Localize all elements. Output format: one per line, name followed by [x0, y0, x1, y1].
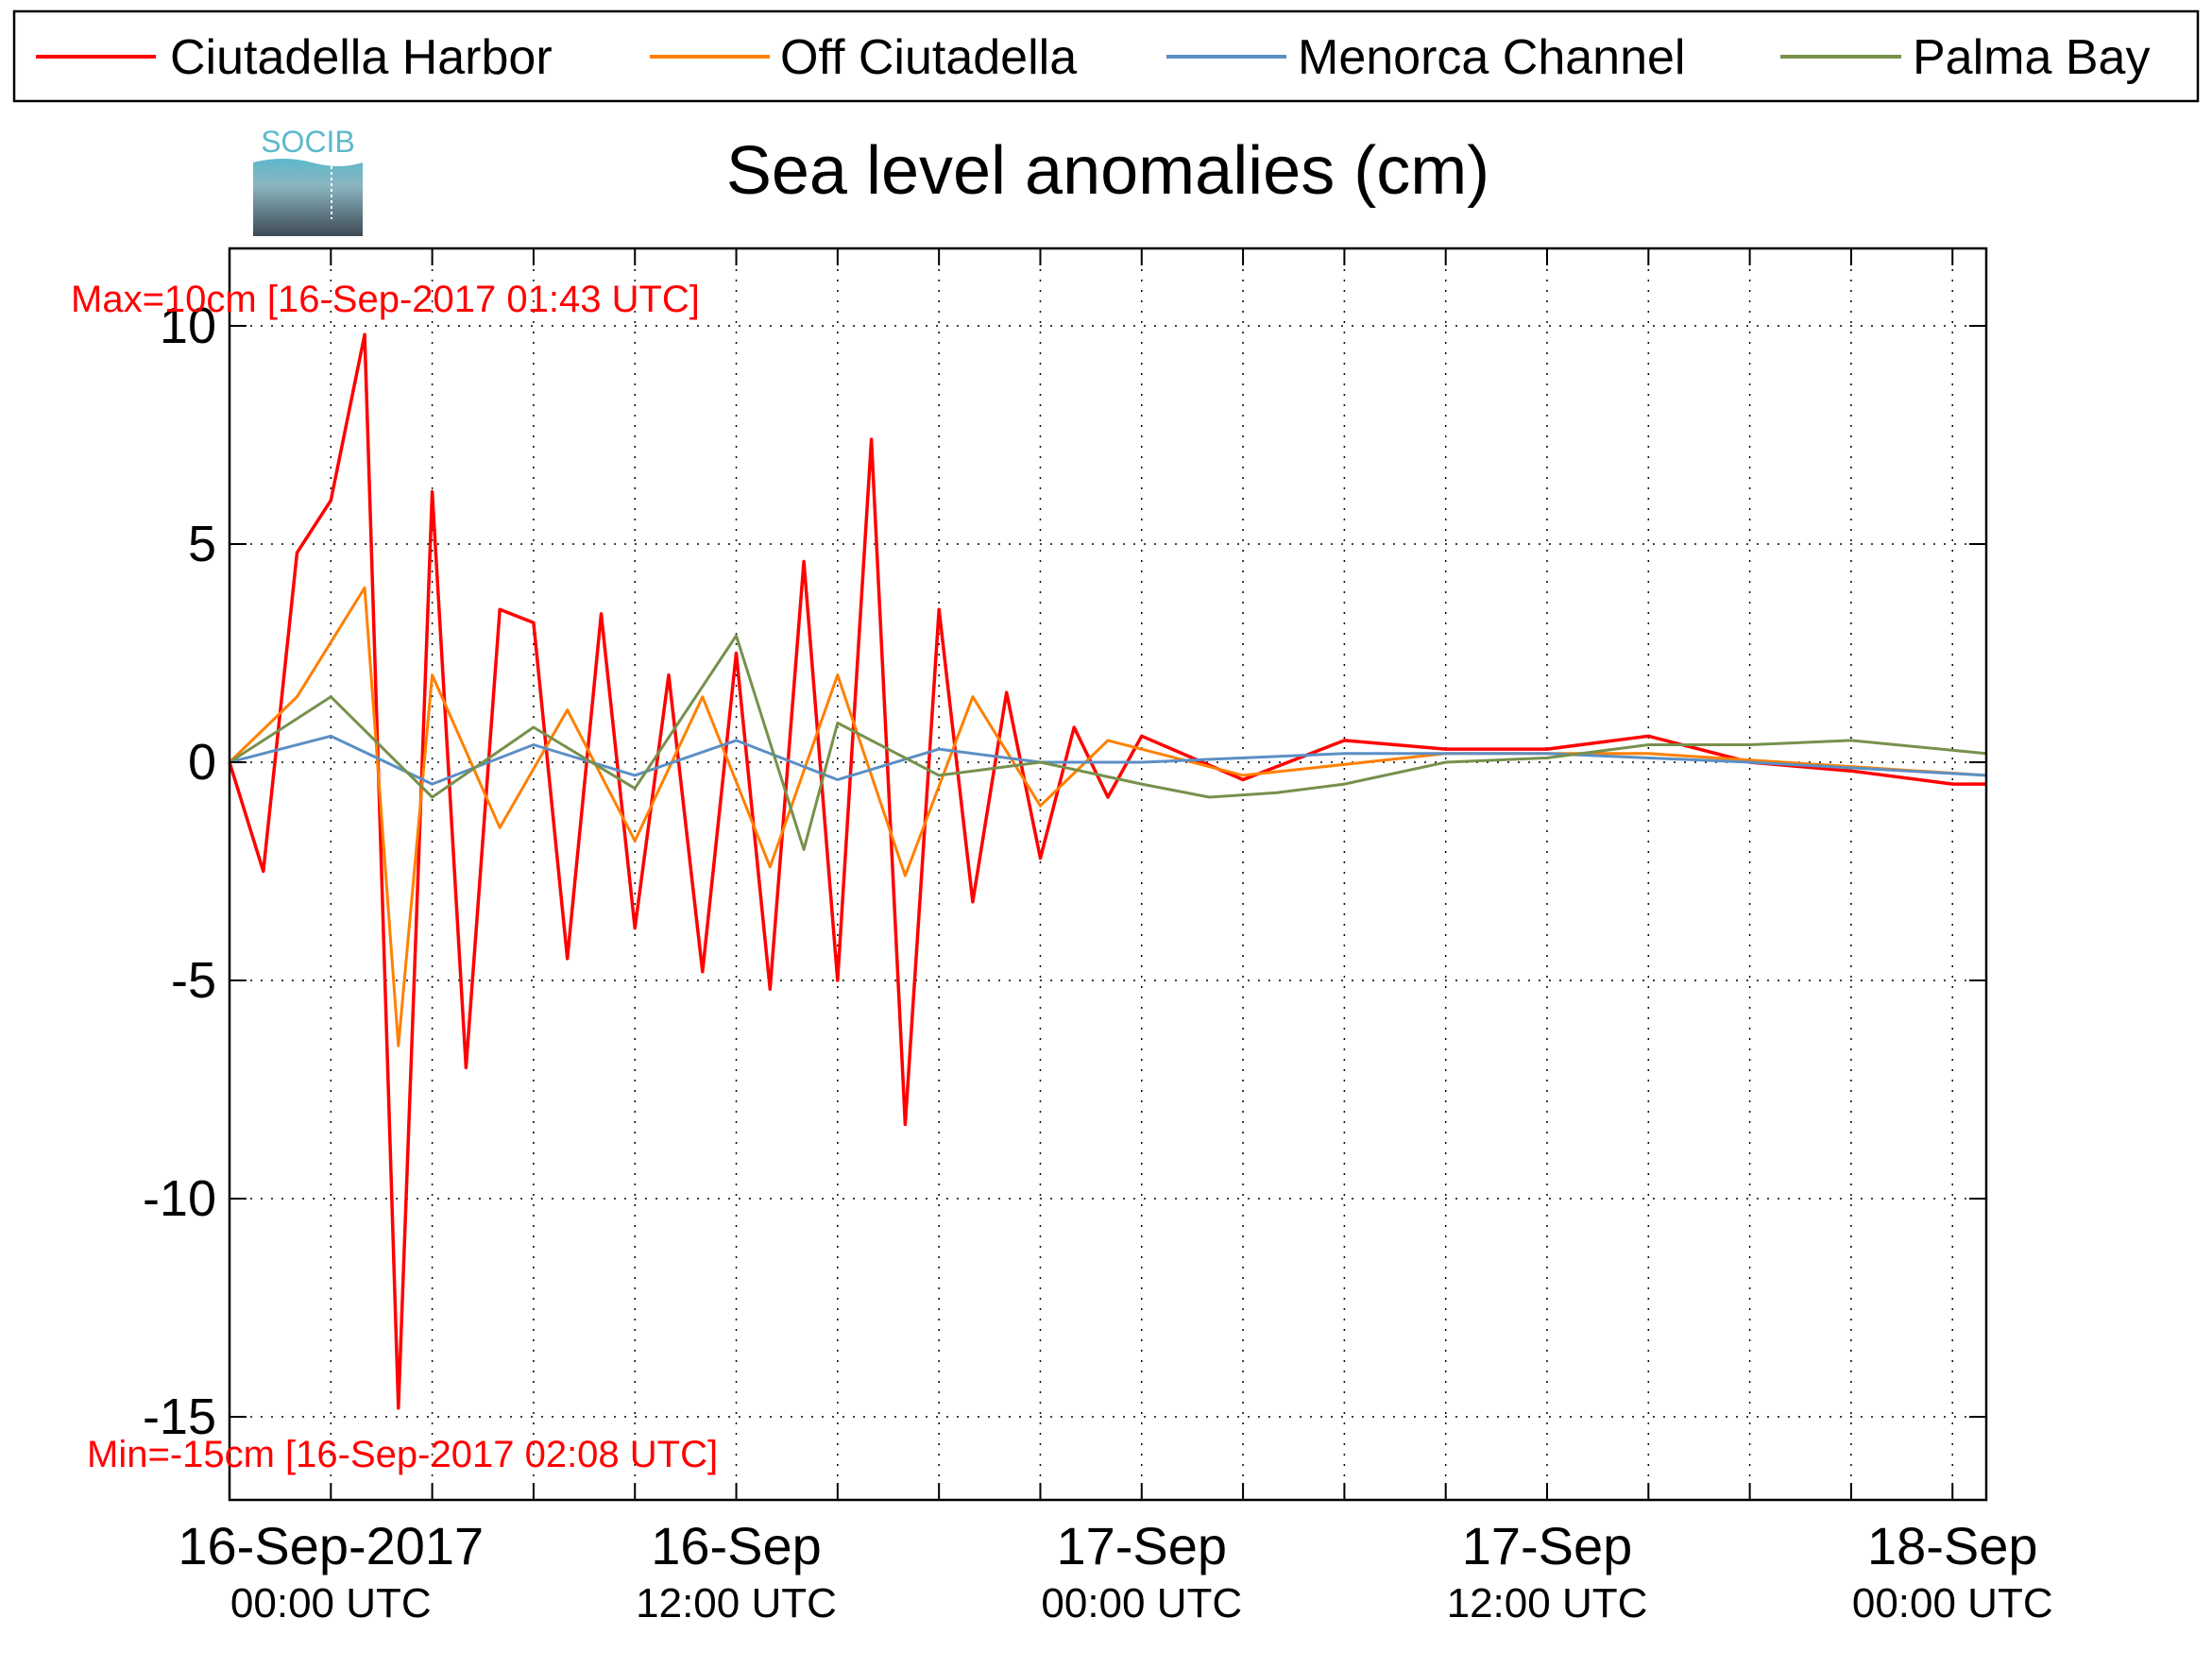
plot-area-frame	[228, 247, 1988, 1502]
y-tick-labels: 10 5 0 -5 -10 -15	[143, 298, 216, 1445]
series-layer	[228, 332, 1987, 1410]
y-tick-label: 0	[188, 734, 216, 791]
series-line-menorca-channel	[229, 734, 1987, 786]
grid	[230, 248, 1986, 1500]
x-tick-label-date: 16-Sep-2017	[178, 1516, 484, 1575]
x-tick-label-date: 17-Sep	[1462, 1516, 1633, 1575]
x-tick-label-date: 17-Sep	[1056, 1516, 1227, 1575]
x-tick-label-date: 18-Sep	[1867, 1516, 2038, 1575]
series-line-off-ciutadella	[228, 586, 1987, 1047]
y-tick-label: -15	[143, 1388, 216, 1445]
legend-label-palma-bay: Palma Bay	[1913, 30, 2150, 85]
legend-label-ciutadella-harbor: Ciutadella Harbor	[170, 30, 553, 85]
x-tick-label-time: 12:00 UTC	[1447, 1580, 1648, 1626]
logo-text: SOCIB	[261, 125, 355, 159]
y-tick-label: -5	[171, 952, 216, 1009]
logo-wave-icon	[253, 159, 363, 236]
series-line-ciutadella-harbor	[228, 332, 1986, 1410]
legend: Ciutadella Harbor Off Ciutadella Menorca…	[12, 9, 2200, 103]
x-tick-label-time: 00:00 UTC	[230, 1580, 432, 1626]
x-tick-label-date: 16-Sep	[651, 1516, 822, 1575]
x-tick-labels: 16-Sep-2017 00:00 UTC 16-Sep 12:00 UTC 17-Se…	[178, 1516, 2052, 1626]
max-annotation: Max=10cm [16-Sep-2017 01:43 UTC]	[71, 279, 700, 320]
y-tick-label: 5	[188, 516, 216, 572]
chart-title: Sea level anomalies (cm)	[726, 133, 1489, 209]
series-line-palma-bay	[229, 634, 1987, 851]
x-tick-label-time: 12:00 UTC	[636, 1580, 837, 1626]
x-tick-label-time: 00:00 UTC	[1041, 1580, 1242, 1626]
socib-logo: SOCIB	[253, 125, 363, 236]
y-tick-label: 10	[160, 298, 216, 354]
x-tick-label-time: 00:00 UTC	[1852, 1580, 2053, 1626]
y-tick-label: -10	[143, 1170, 216, 1227]
legend-label-off-ciutadella: Off Ciutadella	[780, 30, 1077, 85]
min-annotation: Min=-15cm [16-Sep-2017 02:08 UTC]	[87, 1434, 718, 1475]
legend-label-menorca-channel: Menorca Channel	[1298, 30, 1685, 85]
tick-marks	[230, 248, 1986, 1500]
